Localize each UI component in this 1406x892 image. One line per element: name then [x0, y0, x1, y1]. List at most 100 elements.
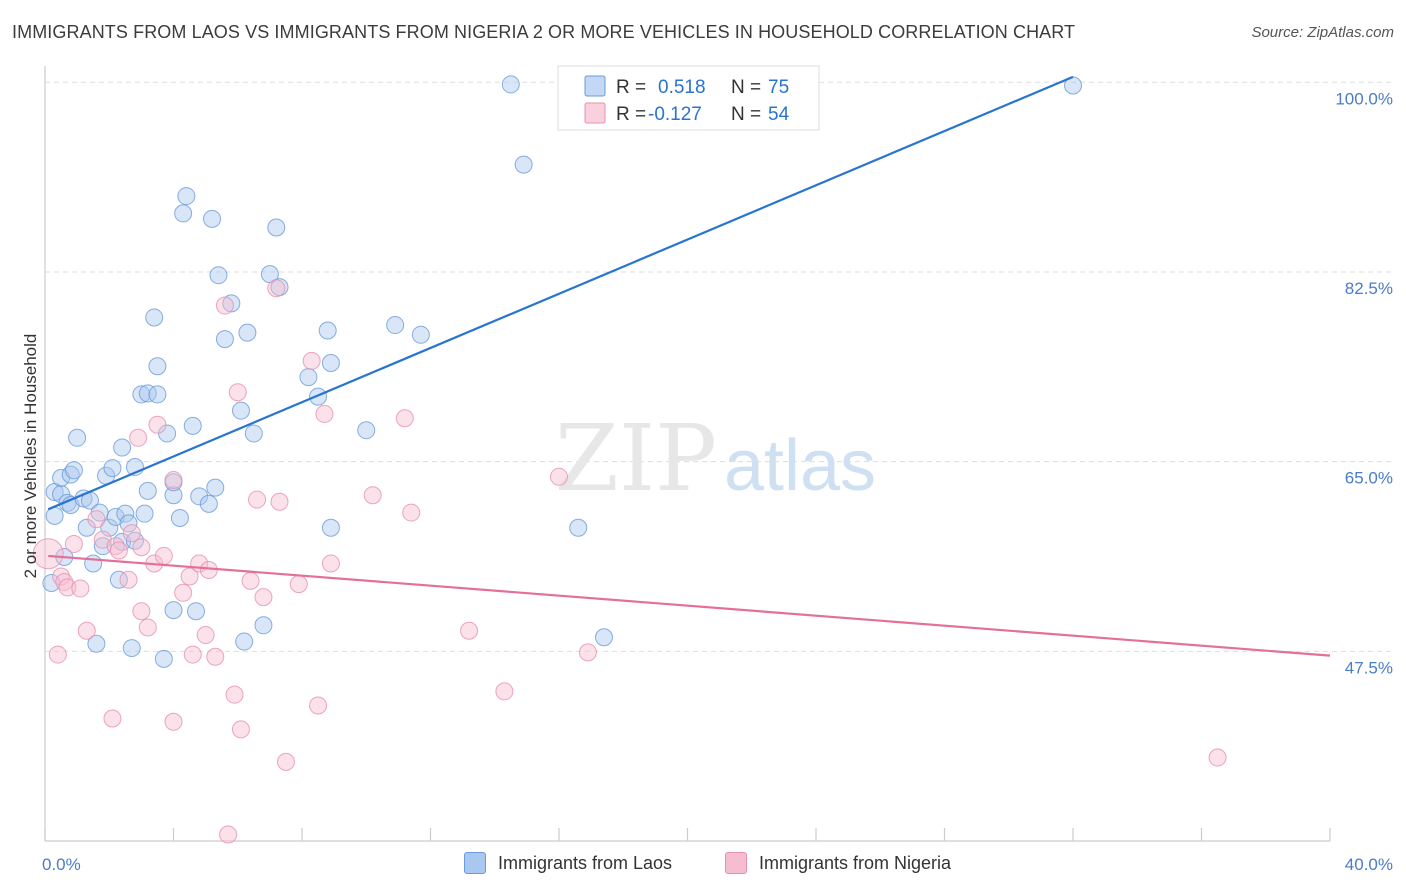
legend-r-value: -0.127 — [648, 104, 702, 125]
data-point-nigeria — [122, 524, 141, 543]
x-tick-label-max: 40.0% — [1345, 855, 1393, 874]
data-point-nigeria — [196, 626, 215, 645]
data-point-laos — [199, 494, 218, 513]
data-point-nigeria — [129, 428, 148, 447]
data-point-laos — [231, 401, 250, 420]
watermark: ZIP atlas — [555, 405, 876, 512]
y-tick-label: 82.5% — [1345, 279, 1393, 298]
data-point-laos — [299, 368, 318, 387]
legend-r-value: 0.518 — [658, 77, 706, 98]
data-point-nigeria — [32, 538, 64, 570]
data-point-laos — [215, 330, 234, 349]
legend-swatch-laos — [464, 852, 486, 874]
data-point-laos — [177, 187, 196, 206]
data-point-nigeria — [228, 383, 247, 402]
data-point-nigeria — [199, 561, 218, 580]
data-point-laos — [321, 353, 340, 372]
trend-lines — [47, 75, 1331, 657]
data-point-laos — [64, 461, 83, 480]
data-point-laos — [235, 632, 254, 651]
data-point-nigeria — [267, 279, 286, 298]
data-point-nigeria — [231, 720, 250, 739]
data-point-nigeria — [132, 602, 151, 621]
trend-line-laos — [47, 75, 1074, 511]
data-point-laos — [119, 514, 138, 533]
data-point-laos — [145, 308, 164, 327]
legend-n-value: 54 — [768, 104, 790, 125]
data-point-nigeria — [321, 554, 340, 573]
legend-swatch-nigeria — [584, 102, 606, 124]
tick-labels: 100.0% 82.5% 65.0% 47.5% 0.0% 40.0% — [42, 89, 1393, 874]
data-point-nigeria — [164, 712, 183, 731]
data-point-laos — [170, 508, 189, 527]
data-point-nigeria — [276, 752, 295, 771]
data-point-nigeria — [241, 571, 260, 590]
legend-swatch-laos — [584, 75, 606, 97]
data-point-laos — [321, 518, 340, 537]
data-point-laos — [148, 385, 167, 404]
data-point-nigeria — [395, 409, 414, 428]
data-point-laos — [514, 155, 533, 174]
data-point-laos — [135, 504, 154, 523]
data-point-nigeria — [55, 572, 74, 591]
data-point-nigeria — [302, 351, 321, 370]
data-point-laos — [222, 294, 241, 313]
data-point-nigeria — [183, 645, 202, 664]
data-point-nigeria — [71, 579, 90, 598]
data-point-laos — [68, 428, 87, 447]
data-point-laos — [100, 518, 119, 537]
data-point-nigeria — [109, 541, 128, 560]
legend-item-nigeria: Immigrants from Nigeria — [725, 852, 951, 874]
legend-n-label: N = — [731, 77, 761, 98]
data-point-laos — [116, 504, 135, 523]
data-point-laos — [254, 616, 273, 635]
series-legend: Immigrants from Laos Immigrants from Nig… — [0, 852, 1406, 876]
data-point-laos — [132, 385, 151, 404]
data-point-nigeria — [215, 296, 234, 315]
data-point-nigeria — [48, 645, 67, 664]
data-point-nigeria — [254, 588, 273, 607]
legend-item-laos: Immigrants from Laos — [464, 852, 672, 874]
data-point-laos — [244, 424, 263, 443]
watermark-zip: ZIP — [555, 405, 717, 512]
legend-r-label: R = — [616, 104, 646, 125]
legend-swatch-nigeria — [725, 852, 747, 874]
data-point-nigeria — [77, 621, 96, 640]
gridlines — [45, 81, 1392, 652]
data-point-nigeria — [64, 535, 83, 554]
data-point-nigeria — [1208, 748, 1227, 767]
data-point-nigeria — [164, 471, 183, 490]
data-points — [32, 75, 1227, 844]
data-point-nigeria — [495, 682, 514, 701]
data-point-nigeria — [103, 709, 122, 728]
data-point-nigeria — [119, 570, 138, 589]
legend-r-label: R = — [616, 77, 646, 98]
data-point-laos — [411, 325, 430, 344]
data-point-laos — [154, 649, 173, 668]
source-credit: Source: ZipAtlas.com — [1251, 24, 1394, 41]
axes — [44, 66, 1331, 842]
data-point-laos — [109, 570, 128, 589]
data-point-nigeria — [248, 490, 267, 509]
data-point-laos — [164, 486, 183, 505]
legend-n-value: 75 — [768, 77, 789, 98]
data-point-laos — [267, 218, 286, 237]
data-point-laos — [138, 384, 157, 403]
data-point-laos — [357, 421, 376, 440]
data-point-nigeria — [58, 578, 77, 597]
data-point-laos — [113, 438, 132, 457]
data-point-nigeria — [219, 825, 238, 844]
data-point-nigeria — [154, 546, 173, 565]
data-point-nigeria — [148, 415, 167, 434]
y-tick-label: 65.0% — [1345, 469, 1393, 488]
data-point-nigeria — [270, 492, 289, 511]
y-axis-label: 2 or more Vehicles in Household — [21, 334, 40, 579]
data-point-laos — [122, 639, 141, 658]
legend-n-label: N = — [731, 104, 761, 125]
data-point-laos — [238, 323, 257, 342]
correlation-legend: R = 0.518 N = 75 R = -0.127 N = 54 — [557, 65, 820, 131]
data-point-laos — [209, 266, 228, 285]
chart-title: IMMIGRANTS FROM LAOS VS IMMIGRANTS FROM … — [12, 22, 1076, 42]
data-point-nigeria — [363, 486, 382, 505]
